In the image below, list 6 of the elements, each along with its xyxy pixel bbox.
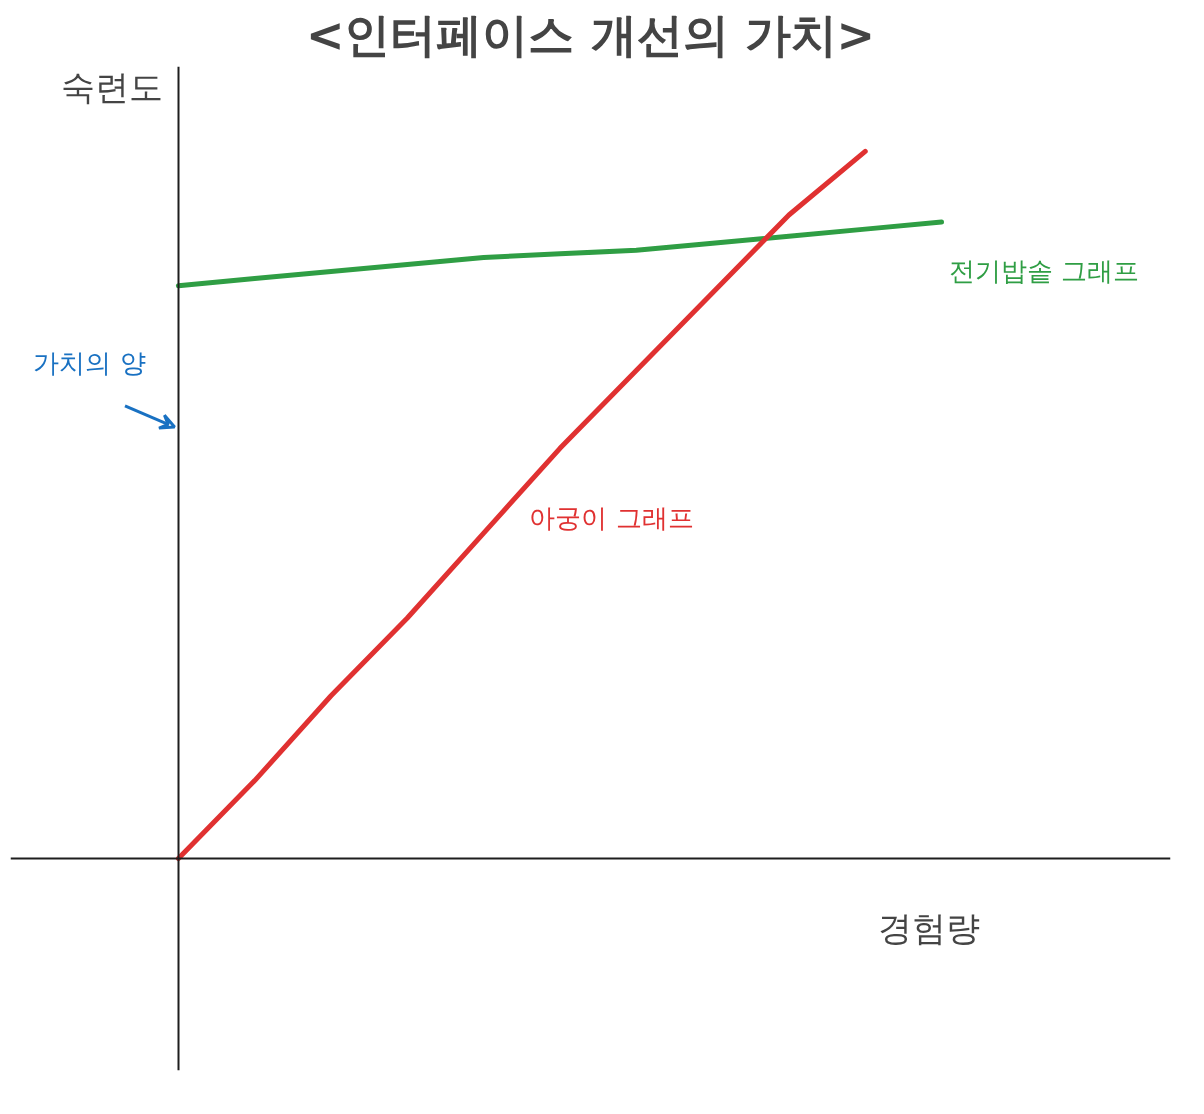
chart-title: <인터페이스 개선의 가치>	[305, 7, 876, 62]
x-axis-title: 경험량	[877, 908, 980, 949]
annotation: 가치의 양	[33, 347, 146, 378]
y-axis-title: 숙련도	[61, 66, 164, 107]
series-label: 전기밥솥 그래프	[949, 255, 1140, 286]
series-label: 아궁이 그래프	[529, 503, 694, 534]
